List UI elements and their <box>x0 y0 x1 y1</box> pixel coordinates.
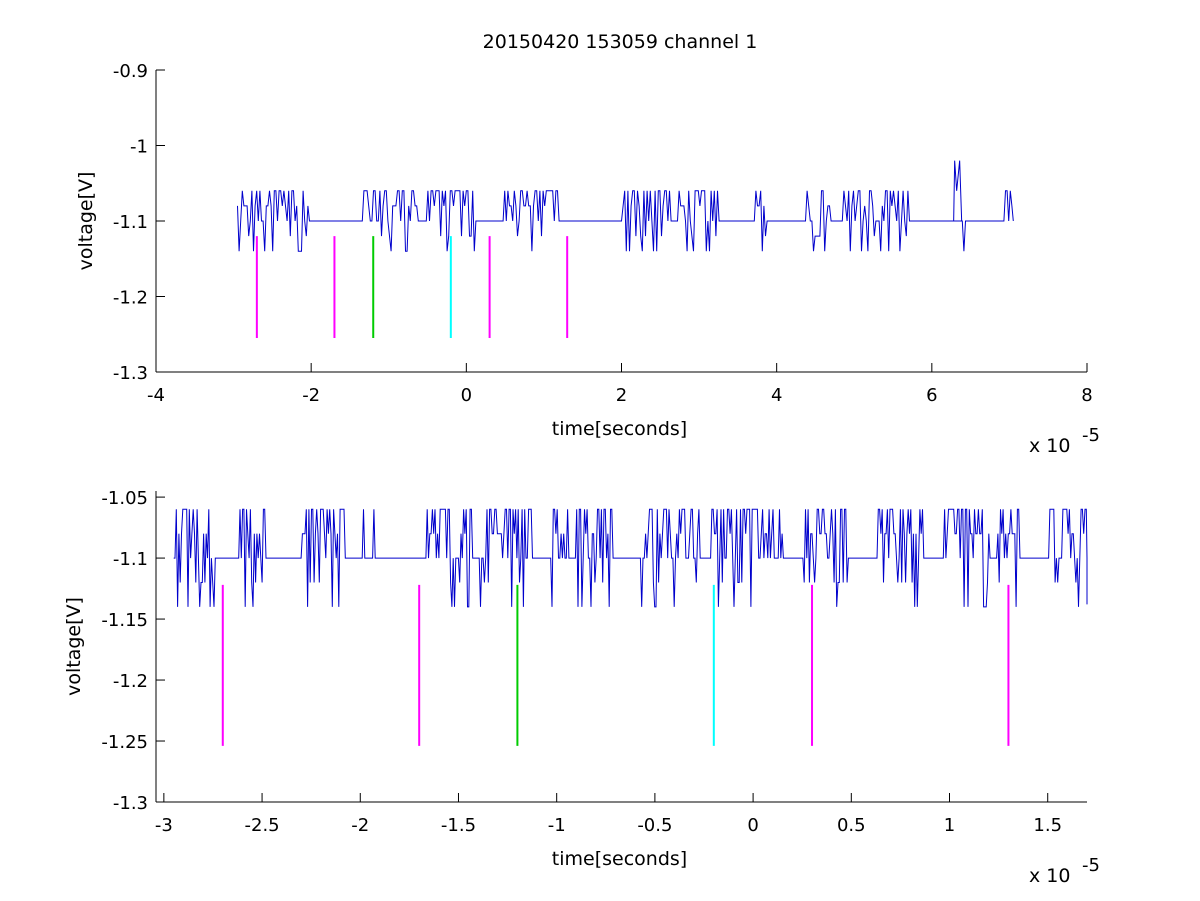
x-tick-label: -2 <box>302 385 320 406</box>
x-tick-label: 2 <box>616 385 627 406</box>
x-tick-label: 0 <box>747 815 758 836</box>
y-tick-label: -1 <box>130 137 148 158</box>
voltage-trace <box>173 508 1088 608</box>
x-tick-label: -4 <box>147 385 165 406</box>
x-tick-label: -1.5 <box>441 815 476 836</box>
x-tick-label: -2.5 <box>245 815 280 836</box>
x-tick-label: -2 <box>351 815 369 836</box>
x-tick-label: -0.5 <box>637 815 672 836</box>
y-tick-label: -1.15 <box>101 610 148 631</box>
x-axis-label: time[seconds] <box>552 848 687 870</box>
x-tick-label: 0 <box>461 385 472 406</box>
bottom-plot: -3 -2.5 -2 -1.5 -1 -0.5 0 0.5 1 1.5 -1.3 -1.25 -1.2 -… <box>63 488 1100 887</box>
y-tick-label: -1.2 <box>113 671 148 692</box>
x-tick-label: 4 <box>771 385 782 406</box>
x-tick-label: 1.5 <box>1033 815 1062 836</box>
y-tick-label: -1.05 <box>101 488 148 509</box>
chart-title: 20150420 153059 channel 1 <box>483 31 758 53</box>
y-tick-label: -1.25 <box>101 732 148 753</box>
y-tick-label: -1.3 <box>113 363 148 384</box>
voltage-spike <box>953 160 963 222</box>
y-tick-label: -1.1 <box>113 212 148 233</box>
x-axis-label: time[seconds] <box>552 418 687 440</box>
x-exponent-power: -5 <box>1082 425 1100 446</box>
x-tick-label: 6 <box>926 385 937 406</box>
x-tick-label: 0.5 <box>837 815 866 836</box>
x-tick-label: -3 <box>155 815 173 836</box>
x-exponent-power: -5 <box>1082 855 1100 876</box>
x-tick-label: 8 <box>1081 385 1092 406</box>
y-axis-label: voltage[V] <box>75 172 97 271</box>
x-tick-label: -1 <box>548 815 566 836</box>
y-axis-label: voltage[V] <box>63 597 85 696</box>
x-exponent-label: x 10 <box>1029 865 1070 887</box>
y-tick-label: -1.2 <box>113 288 148 309</box>
y-tick-label: -1.3 <box>113 793 148 814</box>
y-tick-label: -0.9 <box>113 61 148 82</box>
top-plot: -4 -2 0 2 4 6 8 -1.3 -1.2 -1.1 -1 -0.9 time[seconds]… <box>75 61 1100 457</box>
y-tick-label: -1.1 <box>113 549 148 570</box>
x-tick-label: 1 <box>944 815 955 836</box>
voltage-trace <box>237 190 1014 252</box>
x-exponent-label: x 10 <box>1029 435 1070 457</box>
